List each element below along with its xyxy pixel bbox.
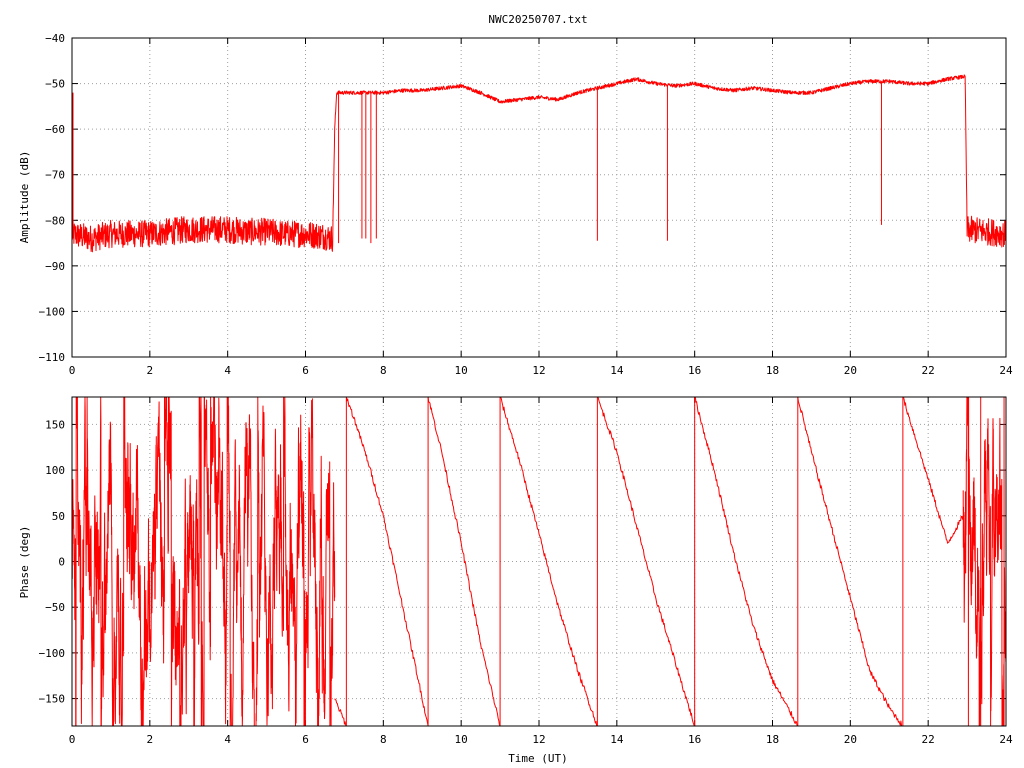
phase-drift-segment [597, 396, 696, 727]
amplitude-x-tick-label: 0 [69, 364, 76, 377]
amplitude-y-tick-label: −40 [45, 32, 65, 45]
phase-x-tick-label: 12 [532, 733, 545, 746]
amplitude-x-tick-label: 2 [147, 364, 154, 377]
amplitude-y-tick-label: −50 [45, 78, 65, 91]
phase-x-tick-label: 24 [999, 733, 1013, 746]
amplitude-plot-frame [71, 37, 1007, 358]
amplitude-x-tick-label: 18 [766, 364, 779, 377]
amplitude-y-tick-label: −110 [39, 351, 66, 364]
phase-drift-segment [500, 396, 598, 727]
amplitude-y-tick-label: −60 [45, 123, 65, 136]
phase-x-tick-label: 14 [610, 733, 624, 746]
phase-y-tick-label: 150 [45, 418, 65, 431]
amplitude-ticks [71, 37, 1007, 358]
phase-drift-segment [797, 396, 903, 727]
phase-y-tick-label: −50 [45, 601, 65, 614]
phase-x-tick-label: 0 [69, 733, 76, 746]
chart-title: NWC20250707.txt [488, 13, 587, 26]
phase-x-tick-label: 4 [224, 733, 231, 746]
amplitude-y-tick-label: −70 [45, 169, 65, 182]
amplitude-y-tick-label: −100 [39, 305, 66, 318]
phase-y-tick-label: 0 [58, 556, 65, 569]
phase-x-tick-label: 6 [302, 733, 309, 746]
phase-noisy-segment [962, 396, 1007, 727]
amplitude-x-tick-label: 16 [688, 364, 701, 377]
amplitude-x-tick-label: 22 [922, 364, 935, 377]
phase-x-axis-label: Time (UT) [508, 752, 568, 765]
phase-drift-segment [694, 396, 798, 727]
phase-drift-segment [427, 396, 501, 727]
amplitude-x-tick-label: 8 [380, 364, 387, 377]
amplitude-x-tick-label: 24 [999, 364, 1013, 377]
phase-x-tick-label: 2 [147, 733, 154, 746]
amplitude-panel: 0 2 4 6 8 10 12 14 16 18 20 22 24−40−50−60−70−80−90−… [18, 32, 1013, 377]
amplitude-y-tick-label: −90 [45, 260, 65, 273]
phase-x-tick-label: 8 [380, 733, 387, 746]
phase-tick-labels: 0 2 4 6 8 10 12 14 16 18 20 22 24150100500−50−100−15… [39, 418, 1013, 746]
phase-trace [71, 396, 1007, 727]
phase-x-tick-label: 10 [455, 733, 468, 746]
amplitude-tick-labels: 0 2 4 6 8 10 12 14 16 18 20 22 24−40−50−60−70−80−90−… [39, 32, 1013, 377]
phase-drift-segment [334, 698, 347, 727]
phase-x-tick-label: 18 [766, 733, 779, 746]
phase-drift-segment [902, 396, 964, 544]
phase-y-tick-label: 50 [52, 510, 65, 523]
phase-y-tick-label: 100 [45, 464, 65, 477]
amplitude-y-tick-label: −80 [45, 214, 65, 227]
phase-x-tick-label: 16 [688, 733, 701, 746]
amplitude-x-tick-label: 20 [844, 364, 857, 377]
phase-panel: 0 2 4 6 8 10 12 14 16 18 20 22 24150100500−50−100−15… [18, 396, 1013, 765]
amplitude-trace [71, 74, 1007, 253]
amplitude-x-tick-label: 14 [610, 364, 624, 377]
amplitude-series-line [71, 74, 1007, 253]
phase-x-tick-label: 22 [922, 733, 935, 746]
amplitude-x-tick-label: 6 [302, 364, 309, 377]
phase-y-tick-label: −100 [39, 647, 66, 660]
phase-plot-frame [71, 396, 1007, 727]
phase-y-tick-label: −150 [39, 693, 66, 706]
phase-y-axis-label: Phase (deg) [18, 526, 31, 599]
phase-drift-segment [345, 396, 429, 727]
amplitude-y-axis-label: Amplitude (dB) [18, 151, 31, 244]
amplitude-x-tick-label: 12 [532, 364, 545, 377]
amplitude-x-tick-label: 10 [455, 364, 468, 377]
phase-x-tick-label: 20 [844, 733, 857, 746]
amplitude-x-tick-label: 4 [224, 364, 231, 377]
